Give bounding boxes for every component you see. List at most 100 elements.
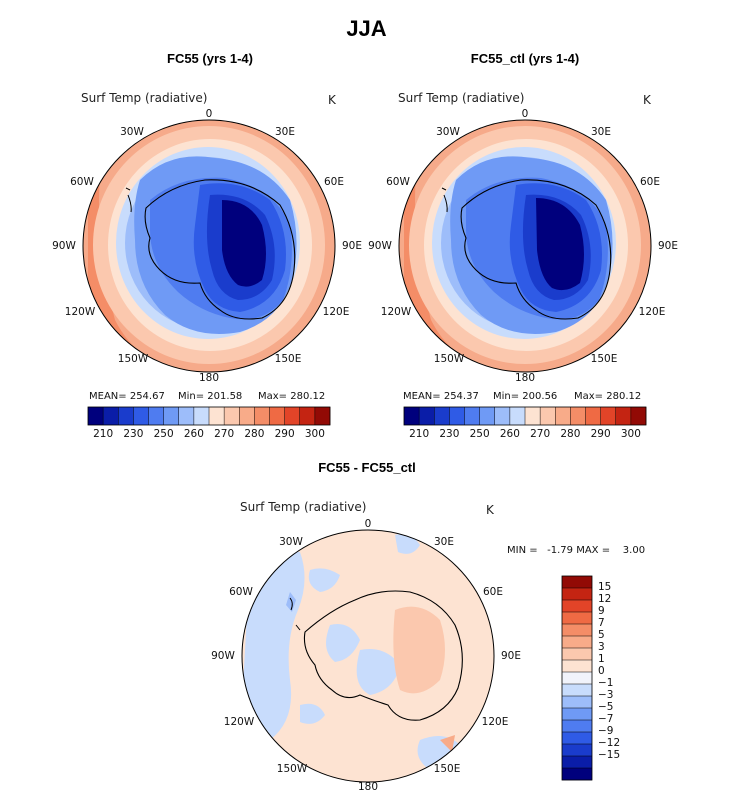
colorbar-swatch xyxy=(509,407,526,425)
colorbar-tick-label: 3 xyxy=(598,641,605,653)
panel-1-colorbar xyxy=(87,406,331,426)
panel-1-lon-120e: 120E xyxy=(322,306,350,318)
colorbar-tick-label: 270 xyxy=(214,428,235,440)
colorbar-swatch xyxy=(562,660,592,673)
colorbar-swatch xyxy=(239,407,255,425)
colorbar-swatch xyxy=(570,407,586,425)
colorbar-tick-label: 250 xyxy=(153,428,174,440)
colorbar-tick-label: 12 xyxy=(598,593,612,605)
colorbar-swatch xyxy=(434,407,450,425)
panel-2-min: Min= 200.56 xyxy=(493,391,558,402)
colorbar-swatch xyxy=(562,612,592,625)
colorbar-swatch xyxy=(562,648,592,661)
colorbar-swatch xyxy=(193,407,210,425)
colorbar-swatch xyxy=(600,407,617,425)
panel-2-lon-180: 180 xyxy=(514,372,536,384)
panel-1-contours xyxy=(83,120,335,372)
panel-2-lon-120w: 120W xyxy=(380,306,412,318)
colorbar-tick-label: 230 xyxy=(439,428,460,440)
colorbar-swatch xyxy=(585,407,601,425)
colorbar-swatch xyxy=(404,407,420,425)
panel-3-minmax: MIN = -1.79 MAX = 3.00 xyxy=(507,545,646,556)
panel-3-lon-30e: 30E xyxy=(434,536,454,548)
colorbar-swatch xyxy=(224,407,240,425)
colorbar-swatch xyxy=(133,407,149,425)
colorbar-swatch xyxy=(615,407,632,425)
panel-1-title: FC55 (yrs 1-4) xyxy=(167,51,253,66)
colorbar-swatch xyxy=(562,636,592,649)
panel-2-lon-120e: 120E xyxy=(638,306,666,318)
colorbar-tick-label: 5 xyxy=(598,629,605,641)
colorbar-swatch xyxy=(103,407,119,425)
colorbar-tick-label: 0 xyxy=(598,665,605,677)
panel-3-lon-90w: 90W xyxy=(211,650,235,662)
panel-1-lon-0: 0 xyxy=(205,108,213,120)
panel-2-lon-30e: 30E xyxy=(591,126,611,138)
panel-1-min: Min= 201.58 xyxy=(178,391,243,402)
panel-3-lon-180: 180 xyxy=(357,781,379,793)
colorbar-tick-label: 9 xyxy=(598,605,605,617)
panel-2-title: FC55_ctl (yrs 1-4) xyxy=(470,51,580,66)
colorbar-tick-label: 260 xyxy=(499,428,520,440)
panel-1-lon-180: 180 xyxy=(198,372,220,384)
colorbar-tick-label: −15 xyxy=(598,749,621,761)
colorbar-swatch xyxy=(525,407,541,425)
colorbar-swatch xyxy=(562,732,592,745)
colorbar-swatch xyxy=(148,407,164,425)
panel-2-lon-150w: 150W xyxy=(433,353,465,365)
colorbar-swatch xyxy=(540,407,556,425)
colorbar-tick-label: 270 xyxy=(530,428,551,440)
panel-2-lon-90e: 90E xyxy=(658,240,678,252)
colorbar-swatch xyxy=(163,407,180,425)
colorbar-swatch xyxy=(269,407,285,425)
panel-2-colorbar xyxy=(403,406,647,426)
colorbar-tick-label: 300 xyxy=(620,428,641,440)
colorbar-tick-label: 290 xyxy=(274,428,295,440)
colorbar-swatch xyxy=(630,407,647,425)
panel-3-lon-120w: 120W xyxy=(223,716,255,728)
panel-1-lon-150w: 150W xyxy=(117,353,149,365)
colorbar-tick-label: −9 xyxy=(598,725,614,737)
panel-1-lon-60e: 60E xyxy=(324,176,344,188)
colorbar-swatch xyxy=(555,407,571,425)
panel-2-lon-60e: 60E xyxy=(640,176,660,188)
colorbar-tick-label: 280 xyxy=(244,428,265,440)
colorbar-swatch xyxy=(562,744,592,757)
colorbar-swatch xyxy=(419,407,435,425)
panel-1-variable: Surf Temp (radiative) xyxy=(81,91,208,105)
colorbar-tick-label: 210 xyxy=(409,428,430,440)
colorbar-swatch xyxy=(88,407,104,425)
panel-3-lon-120e: 120E xyxy=(481,716,509,728)
colorbar-swatch xyxy=(494,407,511,425)
panel-3-lon-90e: 90E xyxy=(501,650,521,662)
colorbar-tick-label: 1 xyxy=(598,653,605,665)
colorbar-swatch xyxy=(562,588,592,601)
colorbar-border xyxy=(561,575,593,781)
colorbar-tick-label: 250 xyxy=(469,428,490,440)
panel-2-lon-150e: 150E xyxy=(590,353,618,365)
panel-1-lon-90w: 90W xyxy=(52,240,76,252)
panel-3-lon-30w: 30W xyxy=(279,536,303,548)
colorbar-swatch xyxy=(178,407,195,425)
colorbar-swatch xyxy=(562,756,592,769)
colorbar-swatch xyxy=(449,407,465,425)
colorbar-swatch xyxy=(118,407,134,425)
panel-3-lon-60w: 60W xyxy=(229,586,253,598)
panel-3-lon-60e: 60E xyxy=(483,586,503,598)
panel-3-variable: Surf Temp (radiative) xyxy=(240,500,367,514)
panel-1-lon-120w: 120W xyxy=(64,306,96,318)
panel-3-lon-0: 0 xyxy=(364,518,372,530)
panel-2-lon-60w: 60W xyxy=(386,176,410,188)
panel-1-lon-150e: 150E xyxy=(274,353,302,365)
colorbar-tick-label: −5 xyxy=(598,701,614,713)
colorbar-swatch xyxy=(284,407,301,425)
colorbar-swatch xyxy=(562,624,592,637)
colorbar-swatch xyxy=(562,600,592,613)
panel-3-contours xyxy=(242,530,494,782)
panel-1-lon-30w: 30W xyxy=(120,126,144,138)
panel-1-unit: K xyxy=(328,93,336,107)
colorbar-swatch xyxy=(562,672,592,685)
colorbar-swatch xyxy=(464,407,480,425)
colorbar-swatch xyxy=(562,768,592,781)
